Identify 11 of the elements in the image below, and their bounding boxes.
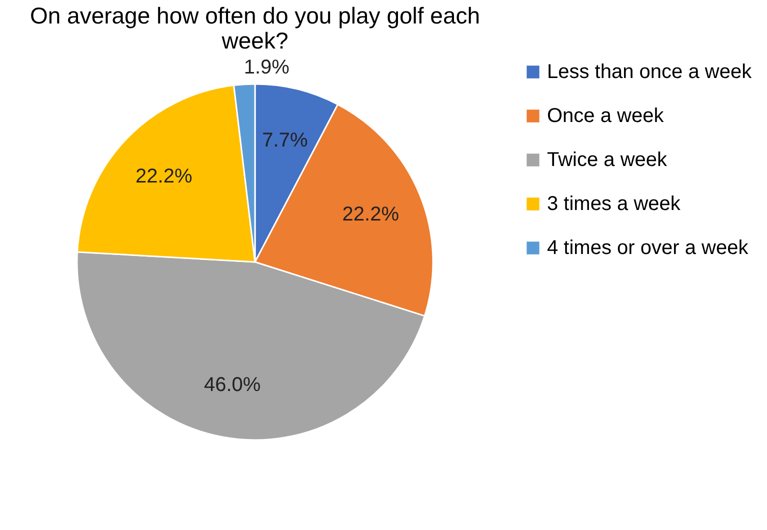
data-label: 22.2%: [342, 204, 400, 226]
data-label: 7.7%: [262, 130, 308, 152]
chart-title: On average how often do you play golf each week?: [30, 2, 480, 54]
data-label: 22.2%: [136, 165, 192, 188]
legend-label: 4 times or over a week: [547, 237, 750, 259]
legend-label: 3 times a week: [547, 193, 682, 215]
legend-label: Twice a week: [547, 149, 668, 171]
legend-label: Less than once a week: [547, 61, 753, 83]
legend-label: Once a week: [547, 105, 665, 127]
data-label: 1.9%: [244, 56, 290, 78]
data-label: 46.0%: [204, 374, 261, 396]
